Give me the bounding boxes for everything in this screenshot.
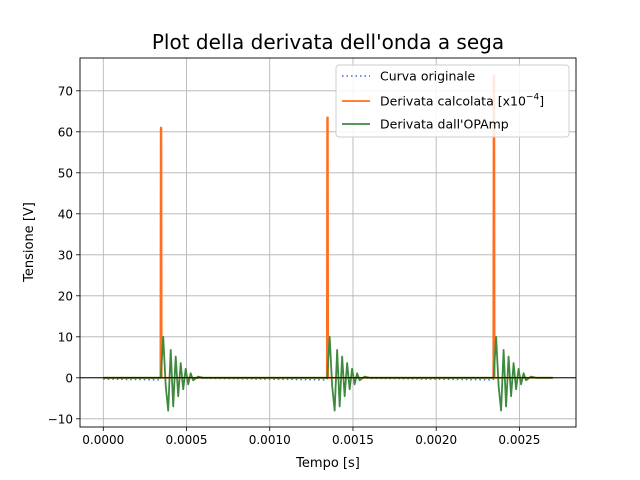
x-tick-label: 0.0015 <box>332 433 374 447</box>
x-tick-label: 0.0000 <box>82 433 124 447</box>
legend: Curva originale Derivata calcolata [x10−… <box>335 64 570 138</box>
axis-ticks: 0.0000 0.0005 0.0010 0.0015 0.0020 0.0025 −10 0… <box>48 84 541 447</box>
y-axis-label: Tensione [V] <box>22 202 37 283</box>
y-tick-label: 20 <box>58 289 73 303</box>
plot-frame <box>79 57 577 428</box>
legend-box <box>335 64 570 138</box>
series-line-derivata-dall-opamp <box>103 335 553 412</box>
x-tick-label: 0.0005 <box>166 433 208 447</box>
legend-label-derivata-opamp: Derivata dall'OPAmp <box>380 117 509 132</box>
y-tick-label: 70 <box>58 84 73 98</box>
x-tick-label: 0.0025 <box>498 433 540 447</box>
x-tick-label: 0.0010 <box>249 433 291 447</box>
chart-title: Plot della derivata dell'onda a sega <box>152 30 504 54</box>
y-tick-label: 0 <box>65 371 73 385</box>
series-line-curva-originale <box>103 377 553 381</box>
y-tick-label: 10 <box>58 330 73 344</box>
y-tick-label: 60 <box>58 125 73 139</box>
x-axis-label: Tempo [s] <box>295 456 360 471</box>
legend-label-derivata-calcolata: Derivata calcolata [x10−4] <box>380 93 544 109</box>
legend-label-curva-originale: Curva originale <box>380 69 476 84</box>
y-tick-label: −10 <box>48 412 73 426</box>
y-tick-label: 50 <box>58 166 73 180</box>
y-tick-label: 40 <box>58 207 73 221</box>
y-tick-label: 30 <box>58 248 73 262</box>
x-tick-label: 0.0020 <box>415 433 457 447</box>
plot-area <box>79 57 577 428</box>
